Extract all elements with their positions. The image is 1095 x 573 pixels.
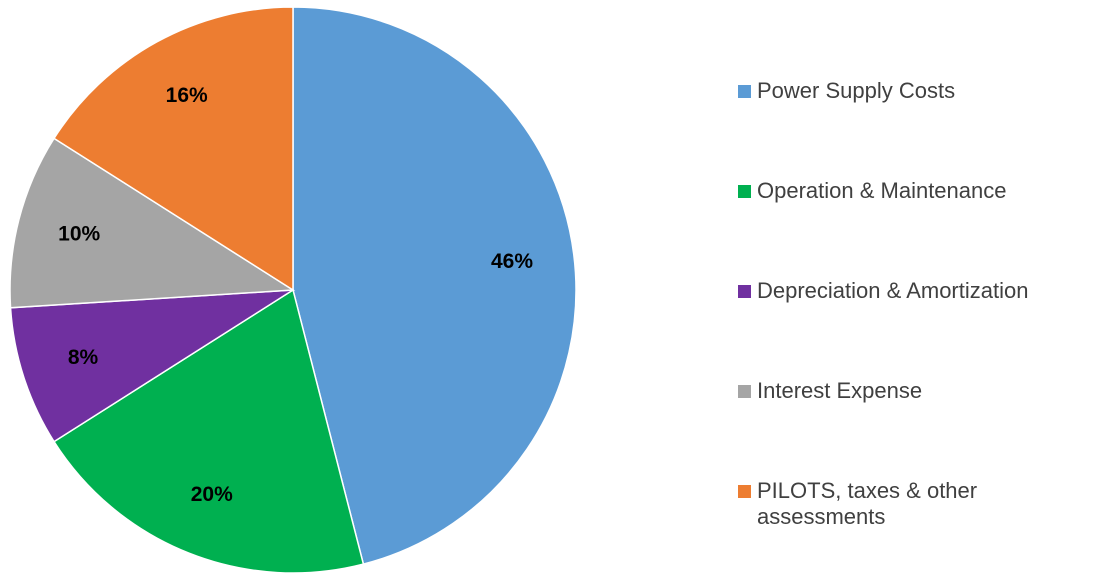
legend-swatch: [738, 485, 751, 498]
pie-slice: [292, 6, 577, 566]
data-label: 8%: [68, 346, 99, 369]
pie-slice: [9, 137, 296, 309]
legend-label: Depreciation & Amortization: [757, 278, 1029, 303]
data-label: 16%: [166, 84, 208, 107]
legend-label: Power Supply Costs: [757, 78, 956, 103]
pie-slice: [53, 6, 294, 292]
legend-swatch: [738, 85, 751, 98]
data-label: 46%: [491, 250, 533, 273]
legend-label: Operation & Maintenance: [757, 178, 1007, 203]
legend-label: PILOTS, taxes & other assessments: [757, 478, 978, 529]
legend-item: Power Supply Costs: [738, 78, 1088, 104]
legend-swatch: [738, 385, 751, 398]
legend-item: Operation & Maintenance: [738, 178, 1088, 204]
legend-item: Interest Expense: [738, 378, 1088, 404]
legend-swatch: [738, 185, 751, 198]
legend-label: Interest Expense: [757, 378, 923, 403]
data-label: 10%: [58, 223, 100, 246]
legend-swatch: [738, 285, 751, 298]
legend-item: PILOTS, taxes & other assessments: [738, 478, 1088, 530]
legend-item: Depreciation & Amortization: [738, 278, 1088, 304]
pie-slice: [9, 289, 294, 443]
data-label: 20%: [191, 483, 233, 506]
pie-slice: [53, 288, 365, 573]
